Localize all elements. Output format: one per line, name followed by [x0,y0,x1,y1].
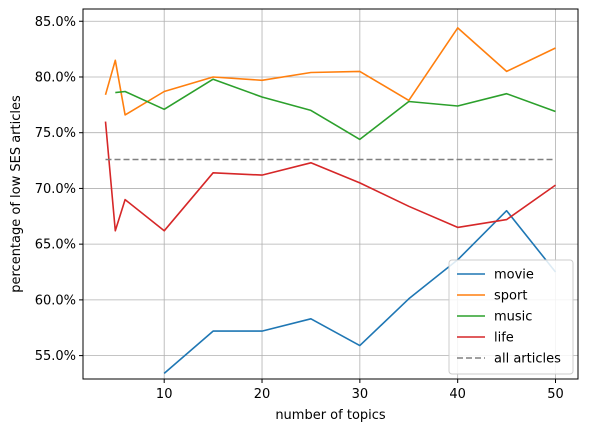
x-tick-label: 50 [547,387,564,402]
series-line-life [104,121,556,232]
y-axis-label: percentage of low SES articles [9,95,24,293]
y-tick-label: 55.0% [35,349,76,364]
legend: movie sport music life all articles [448,259,574,375]
y-tick-label: 75.0% [35,126,76,141]
x-tick-label: 30 [352,387,369,402]
y-tick-label: 85.0% [35,15,76,30]
y-tick-label: 70.0% [35,182,76,197]
y-tick-label: 65.0% [35,238,76,253]
y-tick-label: 60.0% [35,293,76,308]
legend-label: music [494,310,532,325]
series-line-music [115,78,556,141]
x-tick-label: 20 [254,387,271,402]
legend-label: sport [494,289,527,304]
x-tick-label: 40 [449,387,466,402]
legend-label: all articles [494,352,561,367]
legend-label: life [494,331,514,346]
series-line-sport [104,27,556,116]
series-lines [104,27,557,375]
x-axis-label: number of topics [275,408,386,423]
legend-box [448,259,574,375]
plot-frame [82,8,579,380]
legend-label: movie [494,268,534,283]
y-tick-label: 80.0% [35,70,76,85]
x-axis-ticks: 10 20 30 40 50 [156,379,564,402]
x-tick-label: 10 [156,387,173,402]
y-axis-ticks: 55.0% 60.0% 65.0% 70.0% 75.0% 80.0% 85.0% [35,15,83,364]
series-line-movie [163,209,557,375]
